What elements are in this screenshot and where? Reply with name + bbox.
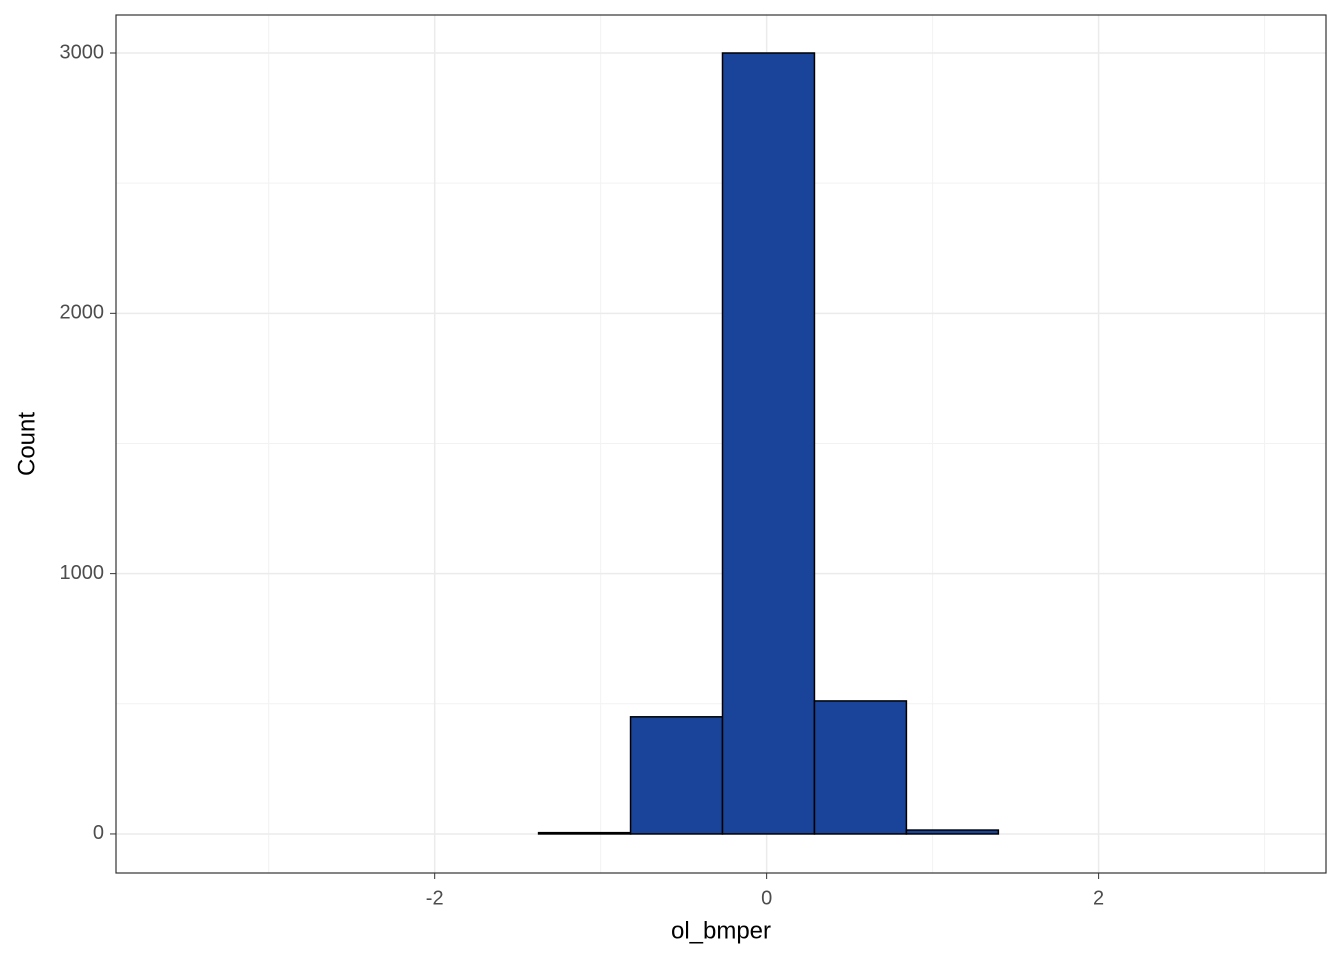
y-tick-label: 1000 bbox=[60, 562, 105, 584]
bar bbox=[905, 829, 1000, 835]
x-tick-label: -2 bbox=[426, 887, 444, 909]
x-axis-title: ol_bmper bbox=[671, 917, 771, 944]
bar bbox=[721, 52, 816, 835]
bar bbox=[813, 700, 908, 835]
bar bbox=[537, 831, 632, 835]
y-axis-title: Count bbox=[13, 412, 40, 476]
panel-border bbox=[115, 14, 1327, 874]
bar bbox=[629, 716, 724, 835]
x-tick-label: 0 bbox=[761, 887, 772, 909]
y-tick-label: 0 bbox=[93, 822, 104, 844]
y-tick-label: 2000 bbox=[60, 302, 105, 324]
y-tick-label: 3000 bbox=[60, 41, 105, 63]
x-tick-label: 2 bbox=[1093, 887, 1104, 909]
